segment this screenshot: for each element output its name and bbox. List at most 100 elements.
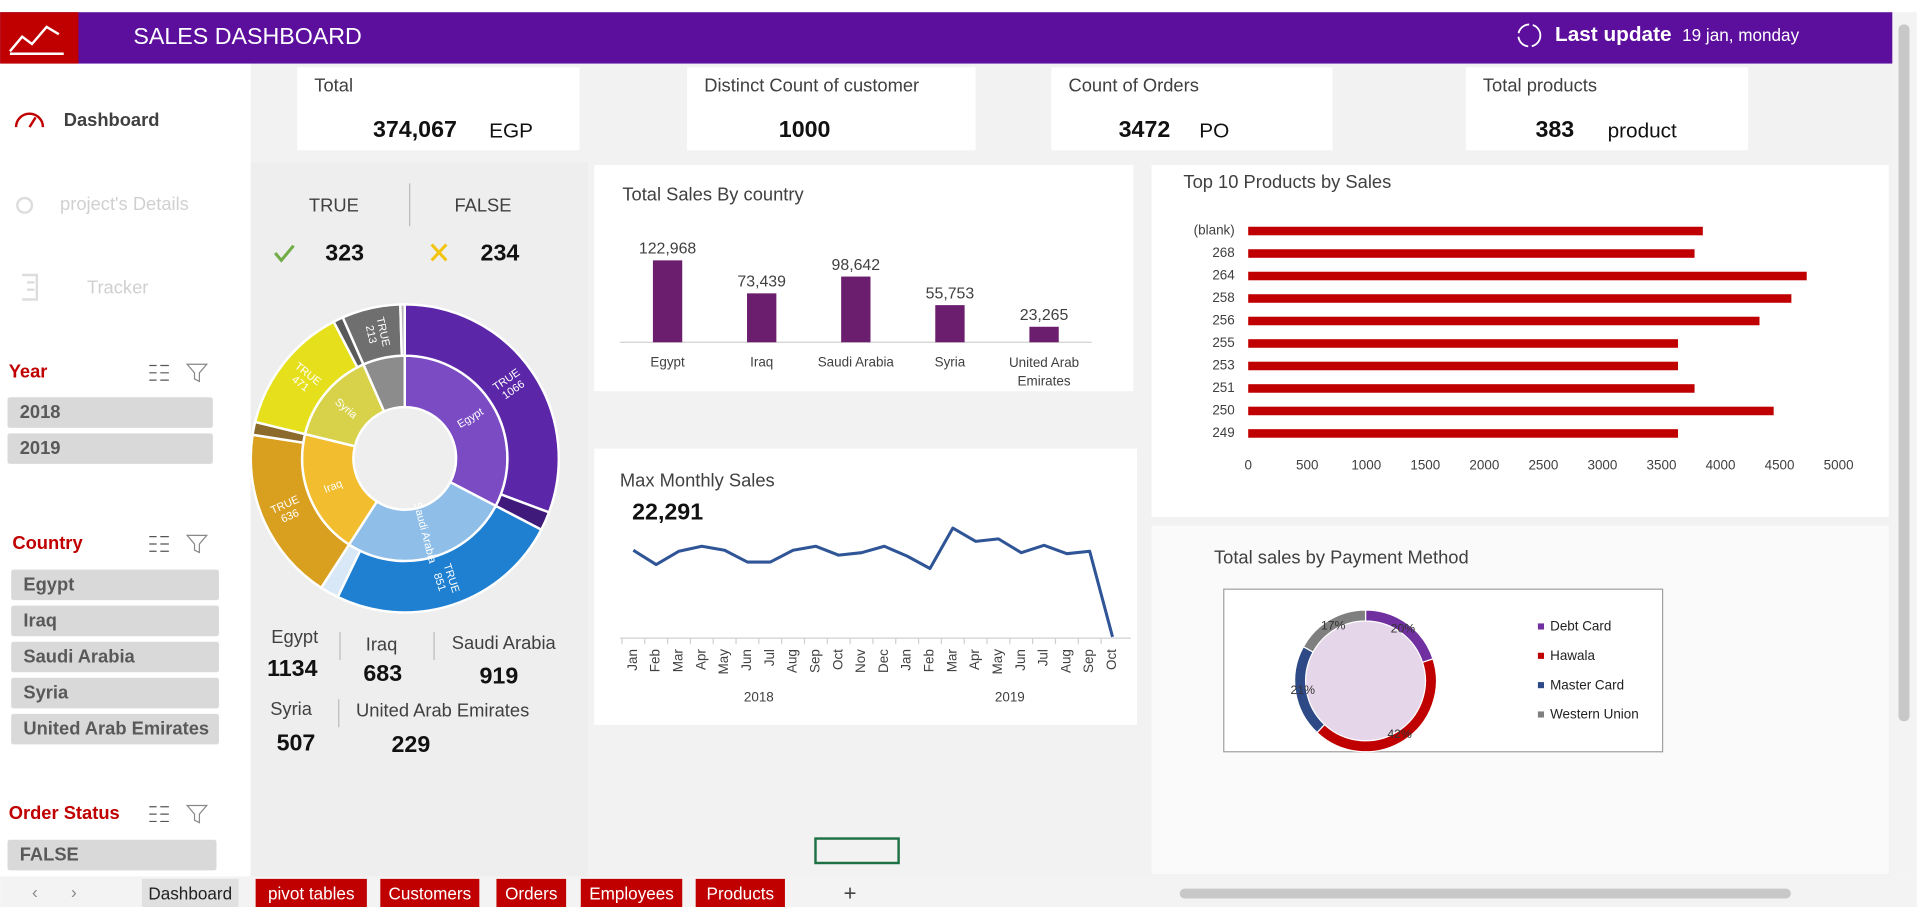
filter-item[interactable] — [11, 641, 219, 673]
filter-item[interactable] — [7, 397, 213, 428]
pie-value-label: 21% — [1291, 683, 1316, 697]
sunburst-value-label: 213 — [363, 324, 379, 345]
sheet-tab[interactable] — [141, 878, 239, 907]
filter-multiselect[interactable] — [149, 806, 169, 823]
filter-multiselect[interactable] — [149, 536, 169, 552]
legend-label: Western Union — [1550, 707, 1639, 722]
h-scroll-thumb[interactable] — [1179, 888, 1791, 899]
nav-icon — [16, 196, 34, 214]
x-tick-label: 4000 — [1706, 457, 1736, 472]
bar — [1248, 316, 1760, 326]
bar — [1029, 326, 1059, 343]
status-label: TRUE — [309, 194, 359, 215]
filter-clear[interactable] — [185, 804, 209, 824]
filter-item-label: United Arab Emirates — [23, 718, 209, 739]
legend-label: Master Card — [1550, 677, 1624, 692]
sheet-tab[interactable] — [695, 878, 785, 907]
x-tick-label: 1500 — [1410, 457, 1440, 472]
kpi-card — [1051, 67, 1333, 151]
legend-label: Debt Card — [1550, 619, 1611, 634]
country-count: 683 — [363, 660, 402, 686]
kpi-value: 383 — [1535, 116, 1574, 142]
pie-slice — [1302, 609, 1367, 653]
sheet-tab[interactable] — [255, 878, 367, 907]
country-name: United Arab Emirates — [356, 699, 529, 720]
filter-clear[interactable] — [185, 363, 209, 383]
bar-value-label: 73,439 — [737, 274, 786, 291]
x-tick-label: 1000 — [1351, 457, 1381, 472]
kpi-label: Count of Orders — [1069, 75, 1199, 96]
update-value: 19 jan, monday — [1682, 26, 1799, 45]
header-bar — [0, 12, 1893, 64]
pie-value-label: 17% — [1321, 618, 1346, 632]
sheet-tab[interactable] — [496, 878, 567, 907]
nav-icon — [28, 116, 37, 128]
update-label: Last update — [1555, 23, 1672, 46]
selected-cell[interactable] — [814, 837, 900, 865]
filter-item[interactable] — [11, 569, 219, 601]
x-tick-label: Iraq — [750, 355, 773, 370]
scroll-thumb[interactable] — [1898, 24, 1910, 722]
x-tick-label: Sep — [807, 649, 822, 673]
filter-item-label: Egypt — [23, 573, 74, 594]
y-tick-label: 256 — [1212, 313, 1234, 328]
refresh-icon[interactable] — [1517, 23, 1542, 48]
x-tick-label: Jul — [1036, 649, 1051, 666]
x-tick-label: Aug — [1058, 649, 1073, 673]
chart-panel — [594, 448, 1137, 725]
x-tick-label: Nov — [853, 649, 868, 673]
country-count: 507 — [277, 730, 316, 756]
tab-next[interactable]: › — [71, 883, 77, 902]
pie-value-label: 20% — [1391, 622, 1416, 636]
sheet-tab-label: pivot tables — [268, 884, 355, 903]
bar — [1248, 384, 1695, 393]
x-tick-label: Apr — [967, 649, 982, 670]
kpi-label: Total — [314, 75, 353, 96]
x-tick-label: 5000 — [1824, 457, 1854, 472]
sunburst-value-label: TRUE — [373, 316, 391, 348]
add-sheet[interactable]: + — [844, 881, 857, 906]
filter-clear[interactable] — [185, 534, 209, 554]
kpi-unit: product — [1608, 120, 1677, 143]
tab-prev[interactable]: ‹ — [32, 883, 38, 902]
sunburst-outer — [399, 303, 406, 358]
status-value: 323 — [325, 239, 364, 265]
kpi-card — [687, 67, 976, 151]
chart-title: Max Monthly Sales — [620, 469, 775, 490]
x-group-label: 2018 — [744, 690, 774, 705]
sunburst-value-label: 851 — [431, 572, 448, 593]
sunburst-outer — [403, 303, 560, 514]
filter-item[interactable] — [7, 839, 217, 871]
filter-item[interactable] — [11, 677, 219, 709]
bar — [1248, 361, 1679, 371]
logo — [0, 12, 79, 64]
kpi-value: 374,067 — [373, 116, 457, 142]
filter-multiselect[interactable] — [149, 364, 169, 381]
y-tick-label: 255 — [1212, 335, 1234, 350]
filter-item[interactable] — [7, 433, 213, 464]
y-tick-label: 251 — [1212, 380, 1234, 395]
x-tick-label: 2000 — [1469, 457, 1499, 472]
x-tick-label: Apr — [693, 649, 708, 670]
kpi-unit: EGP — [489, 120, 533, 143]
sheet-tab-label: Orders — [505, 884, 557, 903]
filter-item[interactable] — [11, 713, 219, 745]
nav-icon — [14, 112, 45, 128]
sheet-tab[interactable] — [380, 878, 480, 907]
x-tick-label: 2500 — [1528, 457, 1558, 472]
y-tick-label: 250 — [1212, 403, 1234, 418]
kpi-unit: PO — [1199, 120, 1229, 143]
x-tick-label: Jan — [899, 649, 914, 671]
bar — [1248, 249, 1695, 258]
x-tick-label: Jun — [1013, 649, 1028, 671]
filter-title: Country — [12, 532, 83, 553]
country-count: 919 — [480, 662, 519, 688]
sheet-tab-label: Dashboard — [148, 884, 232, 903]
bar — [1248, 271, 1807, 281]
filter-item[interactable] — [11, 605, 219, 637]
kpi-value: 3472 — [1119, 116, 1171, 142]
bar — [935, 305, 965, 343]
x-tick-label: May — [990, 649, 1005, 675]
sheet-tab[interactable] — [580, 878, 683, 907]
